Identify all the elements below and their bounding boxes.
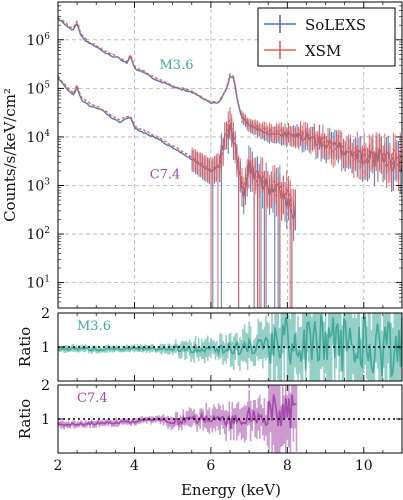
- ratio-y-tick-label: 2: [41, 306, 50, 322]
- y-axis-label: Counts/s/keV/cm²: [1, 88, 19, 222]
- solexs-c74-curve: [58, 77, 297, 222]
- legend-entry-solexs: SoLEXS: [264, 15, 366, 34]
- ratio-c74-label: C7.4: [77, 391, 108, 406]
- ratio-panel-m36: 1 2 Ratio M3.6: [16, 306, 403, 382]
- spectrum-plot-area: [58, 17, 402, 308]
- y-tick-label: 101: [26, 275, 50, 292]
- spectrum-panel: 101 102 103 104 105 106 Counts/s/keV/cm² M3.6 C7…: [1, 1, 403, 309]
- ratio-c74-ylabel: Ratio: [16, 399, 34, 439]
- legend-entry-xsm: XSM: [264, 41, 341, 60]
- annotation-m36: M3.6: [159, 58, 193, 73]
- x-tick-label: 6: [206, 458, 215, 474]
- xsm-c74-curve: [58, 75, 296, 208]
- ratio-m36-curve: [58, 314, 402, 377]
- legend: SoLEXS XSM: [257, 7, 396, 67]
- x-tick-label: 2: [54, 458, 63, 474]
- x-tick-label: 8: [283, 458, 292, 474]
- y-tick-label: 103: [26, 177, 50, 194]
- xsm-c74-curve-errorbars: [191, 107, 296, 308]
- x-tick-label: 10: [355, 458, 373, 474]
- annotation-c74: C7.4: [150, 167, 181, 182]
- ratio-y-tick-label: 2: [41, 378, 50, 394]
- ratio-y-tick-label: 1: [41, 340, 50, 356]
- y-tick-label: 104: [26, 129, 50, 146]
- ratio-c74-curve: [58, 394, 297, 430]
- xsm-m36-curve: [58, 17, 402, 173]
- x-tick-label: 4: [130, 458, 139, 474]
- y-tick-label: 102: [26, 226, 50, 243]
- ratio-m36-ylabel: Ratio: [16, 327, 34, 367]
- x-axis-label: Energy (keV): [181, 481, 281, 499]
- legend-box: [257, 7, 396, 67]
- ratio-m36-label: M3.6: [77, 319, 111, 334]
- legend-label: SoLEXS: [305, 16, 366, 34]
- ratio-c74-plot-area: [58, 385, 298, 453]
- ratio-y-tick-label: 1: [41, 412, 50, 428]
- y-tick-label: 106: [26, 32, 50, 49]
- legend-label: XSM: [305, 42, 341, 60]
- y-tick-label: 105: [26, 80, 50, 97]
